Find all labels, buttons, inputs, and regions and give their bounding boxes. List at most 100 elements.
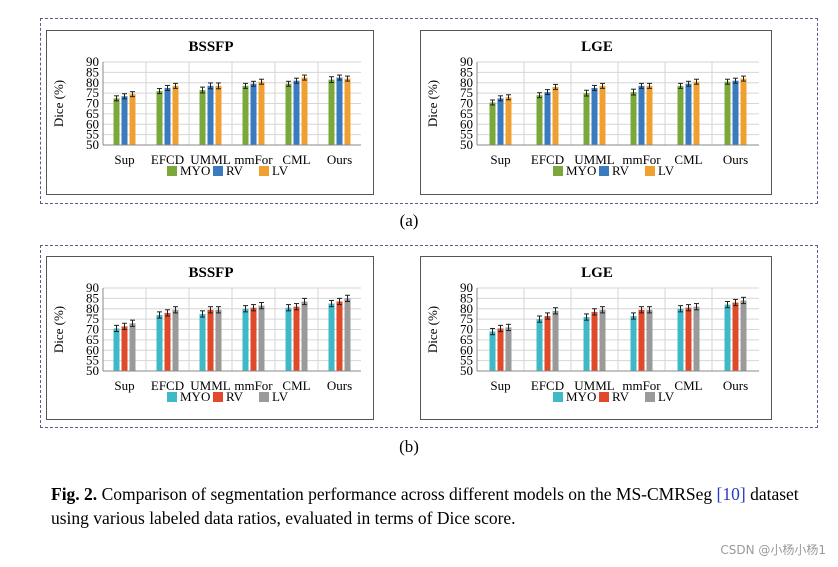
y-tick-label: 55 <box>86 127 99 142</box>
bar-lv <box>599 85 606 145</box>
y-tick-label: 65 <box>460 106 473 121</box>
bar-myo <box>199 90 206 145</box>
bar-rv <box>591 311 598 371</box>
x-tick-label: Ours <box>723 152 748 167</box>
legend-label-myo: MYO <box>566 163 596 178</box>
x-tick-label: EFCD <box>531 152 564 167</box>
x-tick-label: mmFor <box>622 152 661 167</box>
legend-label-myo: MYO <box>566 389 596 404</box>
bar-lv <box>129 94 136 145</box>
y-tick-label: 70 <box>86 322 99 337</box>
bar-lv <box>344 78 351 145</box>
y-tick-label: 65 <box>86 106 99 121</box>
caption-text-1: Comparison of segmentation performance a… <box>97 484 717 504</box>
y-tick-label: 50 <box>86 363 99 378</box>
bar-rv <box>685 83 692 145</box>
bar-myo <box>489 331 496 371</box>
legend-label-rv: RV <box>612 389 630 404</box>
bar-rv <box>250 307 257 371</box>
x-tick-label: CML <box>282 152 310 167</box>
bar-lv <box>740 300 747 371</box>
x-tick-label: UMML <box>190 152 231 167</box>
caption-reference-link[interactable]: [10] <box>716 484 746 504</box>
legend-label-rv: RV <box>226 163 244 178</box>
y-tick-label: 80 <box>86 75 99 90</box>
x-tick-label: Sup <box>490 152 510 167</box>
y-tick-label: 55 <box>460 353 473 368</box>
legend-label-lv: LV <box>272 163 289 178</box>
y-tick-label: 85 <box>460 290 473 305</box>
bar-myo <box>724 304 731 371</box>
bar-lv <box>646 85 653 145</box>
x-tick-label: EFCD <box>151 152 184 167</box>
y-axis-label: Dice (%) <box>425 306 440 353</box>
y-tick-label: 55 <box>460 127 473 142</box>
x-tick-label: UMML <box>190 378 231 393</box>
x-tick-label: UMML <box>574 378 615 393</box>
bar-myo <box>583 93 590 145</box>
y-tick-label: 80 <box>460 301 473 316</box>
panel-group-a <box>40 18 818 204</box>
x-tick-label: EFCD <box>531 378 564 393</box>
bar-rv <box>164 312 171 371</box>
y-tick-label: 75 <box>86 311 99 326</box>
y-tick-label: 85 <box>460 64 473 79</box>
bar-rv <box>732 302 739 371</box>
x-tick-label: Sup <box>114 378 134 393</box>
y-axis-label: Dice (%) <box>51 306 66 353</box>
x-tick-label: CML <box>282 378 310 393</box>
bar-myo <box>536 95 543 145</box>
x-tick-label: Sup <box>490 378 510 393</box>
bar-rv <box>293 80 300 145</box>
y-tick-label: 50 <box>460 137 473 152</box>
y-axis-label: Dice (%) <box>425 80 440 127</box>
bar-rv <box>638 309 645 371</box>
y-tick-label: 60 <box>460 342 473 357</box>
y-tick-label: 75 <box>460 311 473 326</box>
bar-rv <box>497 98 504 145</box>
y-tick-label: 90 <box>86 280 99 295</box>
bar-lv <box>301 77 308 145</box>
y-tick-label: 90 <box>86 54 99 69</box>
legend-label-rv: RV <box>612 163 630 178</box>
y-tick-label: 65 <box>86 332 99 347</box>
bar-myo <box>156 314 163 371</box>
bar-rv <box>121 96 128 145</box>
bar-myo <box>677 85 684 145</box>
y-tick-label: 60 <box>460 116 473 131</box>
y-tick-label: 75 <box>86 85 99 100</box>
bar-lv <box>740 78 747 145</box>
bar-rv <box>591 87 598 145</box>
y-tick-label: 80 <box>86 301 99 316</box>
bar-lv <box>552 86 559 145</box>
legend-swatch-rv <box>599 392 609 402</box>
y-tick-label: 90 <box>460 54 473 69</box>
bar-lv <box>505 97 512 145</box>
bar-lv <box>599 309 606 371</box>
watermark: CSDN @小杨小杨1 <box>720 543 826 557</box>
y-tick-label: 55 <box>86 353 99 368</box>
legend-label-lv: LV <box>658 163 675 178</box>
bar-myo <box>630 92 637 145</box>
y-tick-label: 90 <box>460 280 473 295</box>
bar-myo <box>113 98 120 145</box>
bar-myo <box>724 81 731 145</box>
bar-rv <box>121 326 128 371</box>
x-tick-label: mmFor <box>234 152 273 167</box>
legend-swatch-myo <box>167 166 177 176</box>
bar-lv <box>301 301 308 371</box>
chart-title: LGE <box>581 265 613 281</box>
bar-rv <box>164 87 171 145</box>
y-tick-label: 75 <box>460 85 473 100</box>
bar-rv <box>293 306 300 371</box>
panel-label-a: (a) <box>399 211 419 230</box>
chart-b-bssfp: BSSFP Dice (%) 50 55 60 65 70 75 80 85 90 Sup EFCD UM… <box>46 256 374 420</box>
bar-myo <box>156 91 163 145</box>
legend-swatch-myo <box>167 392 177 402</box>
bar-rv <box>497 328 504 371</box>
x-tick-label: mmFor <box>234 378 273 393</box>
bar-lv <box>215 309 222 371</box>
y-axis-label: Dice (%) <box>51 80 66 127</box>
figure-caption: Fig. 2. Comparison of segmentation perfo… <box>51 482 811 530</box>
bar-myo <box>242 85 249 145</box>
